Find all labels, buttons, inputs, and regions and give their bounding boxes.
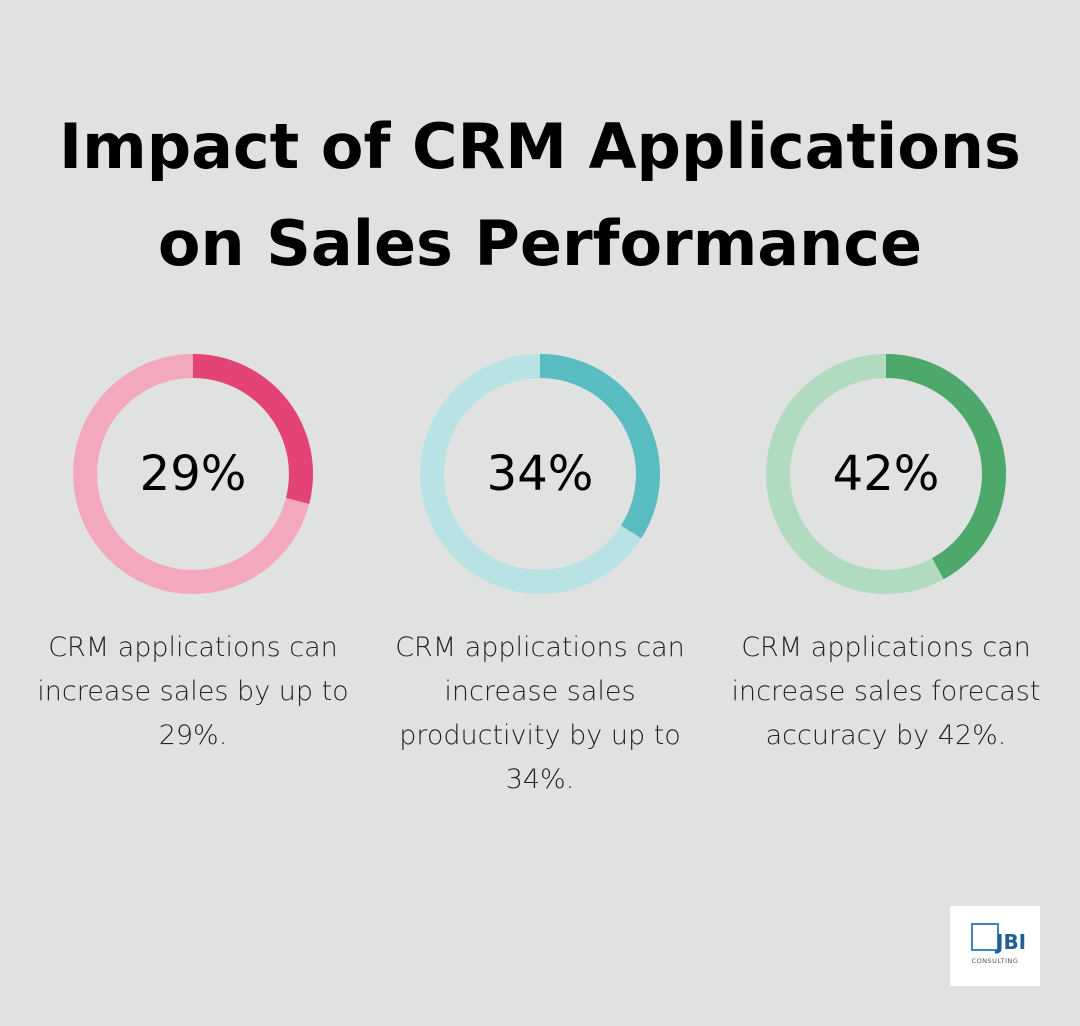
svg-text:CONSULTING: CONSULTING xyxy=(972,957,1019,965)
donut-label: 34% xyxy=(486,446,594,502)
donut-chart-forecast: 42% xyxy=(766,354,1006,594)
description-forecast: CRM applications can increase sales fore… xyxy=(731,632,1041,751)
title-line-1: Impact of CRM Applications xyxy=(59,110,1021,183)
donut-label: 42% xyxy=(832,446,940,502)
donut-value-arc xyxy=(766,354,1006,594)
description-productivity: CRM applications can increase sales prod… xyxy=(395,632,685,795)
page-title: Impact of CRM Applications on Sales Perf… xyxy=(0,98,1080,292)
jbi-consulting-logo: JBI CONSULTING xyxy=(950,906,1040,986)
donut-chart-sales: 29% xyxy=(73,354,313,594)
donut-chart-productivity: 34% xyxy=(420,354,660,594)
description-sales: CRM applications can increase sales by u… xyxy=(37,632,349,751)
donut-value-arc xyxy=(420,354,660,594)
donut-label: 29% xyxy=(139,446,247,502)
donut-value-arc xyxy=(73,354,313,594)
svg-text:JBI: JBI xyxy=(994,930,1026,954)
title-line-2: on Sales Performance xyxy=(157,207,923,280)
